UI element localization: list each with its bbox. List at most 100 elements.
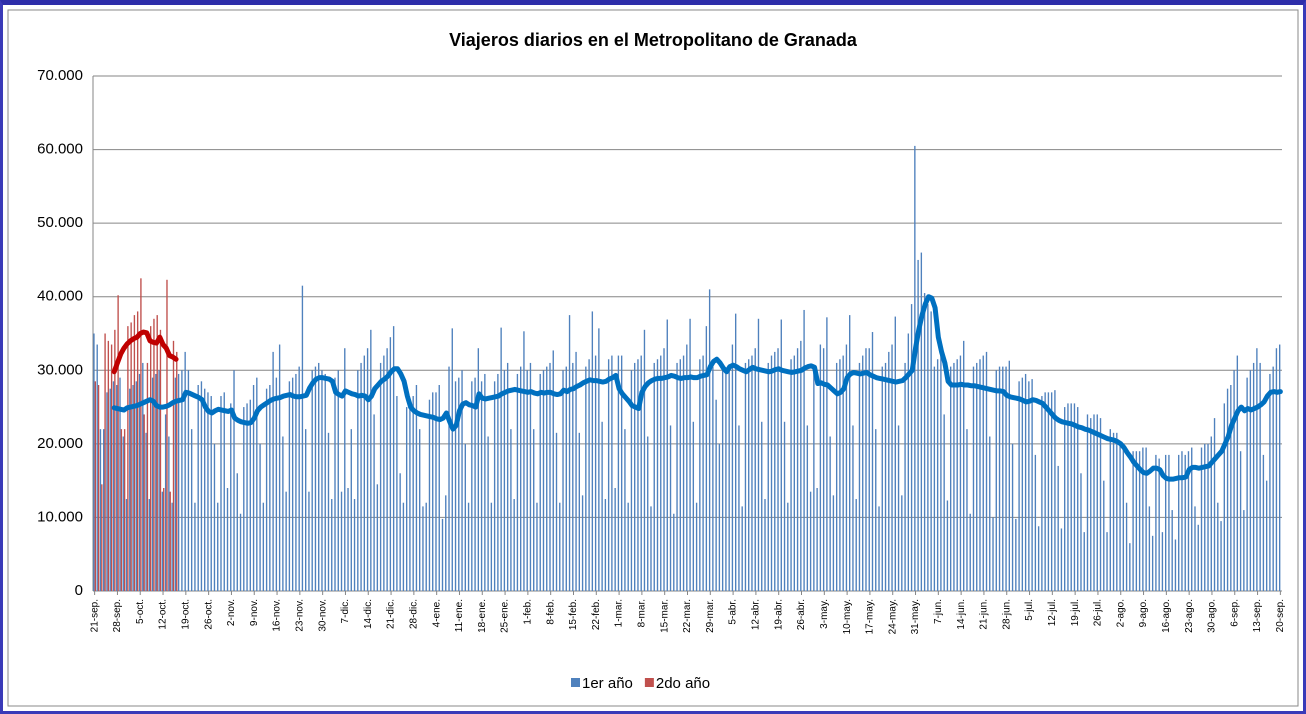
bar <box>666 319 668 591</box>
bar <box>161 491 164 591</box>
legend-label: 2do año <box>656 675 710 692</box>
bar <box>829 436 831 591</box>
bar <box>669 425 672 591</box>
bar <box>761 421 763 591</box>
bar <box>249 399 251 591</box>
bar <box>166 279 168 591</box>
bar <box>1015 518 1017 591</box>
bar <box>588 359 590 591</box>
bar <box>223 392 225 591</box>
bar <box>731 344 734 591</box>
bar <box>640 355 642 591</box>
bar <box>233 370 235 591</box>
x-tick-label: 15-mar. <box>659 599 670 633</box>
bar <box>585 366 587 591</box>
bar <box>1194 506 1196 591</box>
bar <box>314 366 317 591</box>
bar <box>738 425 740 591</box>
bar <box>787 502 789 591</box>
bar <box>751 355 753 591</box>
bar <box>295 373 297 591</box>
bar <box>151 377 154 591</box>
bar <box>835 362 838 591</box>
bar <box>1197 524 1199 591</box>
bar <box>480 381 483 591</box>
bar <box>552 350 554 591</box>
bar <box>169 491 171 591</box>
x-tick-label: 2-nov. <box>226 599 237 626</box>
bar <box>190 429 193 591</box>
bar <box>1230 385 1232 591</box>
bar <box>946 500 949 591</box>
bar <box>998 366 1001 591</box>
bar <box>347 488 349 591</box>
bar <box>448 366 450 591</box>
bar <box>875 429 877 591</box>
bar <box>614 488 616 591</box>
bar <box>1050 392 1053 591</box>
bar <box>519 366 522 591</box>
bar <box>907 333 910 591</box>
bar <box>852 425 854 591</box>
bar <box>1262 454 1265 591</box>
bar <box>1135 451 1138 591</box>
bar <box>156 315 158 591</box>
bar <box>634 362 636 591</box>
bar <box>679 359 681 591</box>
bar <box>474 377 476 591</box>
x-tick-label: 23-ago. <box>1184 599 1195 633</box>
y-tick-label: 70.000 <box>37 67 83 84</box>
bar <box>1018 381 1020 591</box>
bar <box>272 351 274 591</box>
bar <box>1122 447 1125 591</box>
bar <box>96 344 98 591</box>
bar <box>422 506 424 591</box>
bar <box>969 513 971 591</box>
bar <box>770 355 773 591</box>
bar <box>497 373 499 591</box>
bar <box>301 285 304 591</box>
bar <box>357 370 359 591</box>
bar <box>940 340 942 591</box>
bar <box>845 344 848 591</box>
bar <box>526 370 528 591</box>
bar <box>110 344 113 591</box>
bar <box>464 443 466 591</box>
x-tick-label: 22-feb. <box>591 599 602 630</box>
bar <box>1171 510 1173 591</box>
bar <box>643 329 646 591</box>
y-tick-label: 0 <box>75 582 83 599</box>
bar <box>344 348 346 591</box>
x-tick-label: 12-oct. <box>158 599 169 630</box>
bar <box>1207 443 1209 591</box>
bar <box>1191 447 1193 591</box>
bar <box>1259 362 1261 591</box>
bar <box>114 329 116 591</box>
bar <box>1106 532 1108 591</box>
x-tick-label: 19-oct. <box>180 599 191 630</box>
bar <box>1070 403 1072 591</box>
bar <box>143 414 145 591</box>
bar <box>133 315 136 591</box>
bar <box>979 359 981 591</box>
bar <box>226 488 229 591</box>
bar <box>243 407 245 591</box>
x-tick-label: 16-ago. <box>1161 599 1172 633</box>
bar <box>158 370 160 591</box>
bar <box>862 355 864 591</box>
x-tick-label: 26-jul. <box>1093 599 1104 626</box>
bar <box>748 359 750 591</box>
x-tick-label: 26-abr. <box>796 599 807 630</box>
bar <box>278 344 281 591</box>
bar <box>402 502 405 591</box>
bar <box>1067 403 1069 591</box>
bar <box>819 344 822 591</box>
bar <box>718 443 721 591</box>
bar <box>777 348 779 591</box>
bar <box>813 366 815 591</box>
bar <box>1246 377 1248 591</box>
bar <box>604 499 607 591</box>
bar <box>1116 432 1118 591</box>
x-tick-label: 10-may. <box>842 599 853 634</box>
bar <box>780 319 782 591</box>
